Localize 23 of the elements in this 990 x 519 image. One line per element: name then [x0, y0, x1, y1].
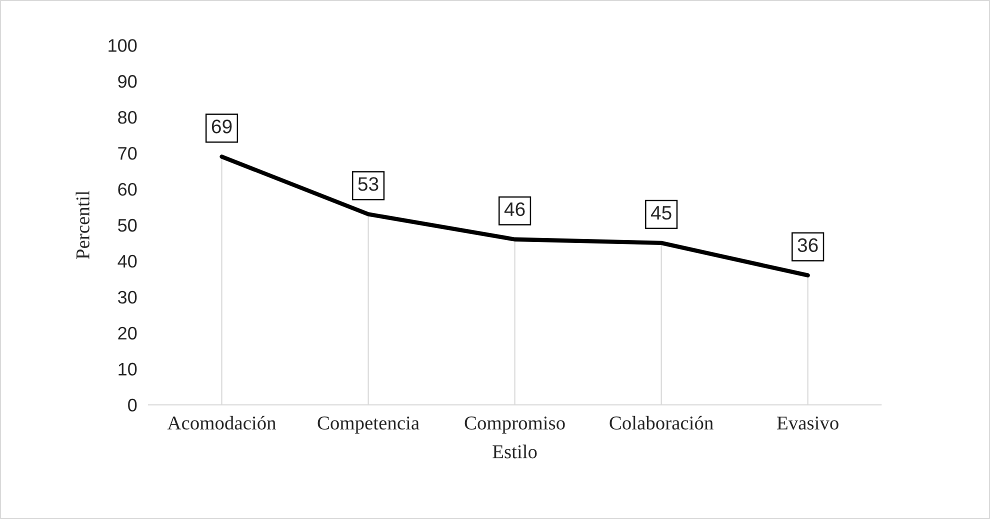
- y-tick-label: 50: [118, 218, 137, 232]
- x-axis-title: Estilo: [492, 444, 537, 458]
- x-tick-label: Evasivo: [777, 416, 838, 430]
- y-tick-label: 80: [118, 111, 137, 124]
- y-tick-label: 30: [118, 290, 137, 304]
- y-tick-label: 20: [118, 326, 137, 340]
- y-tick-label: 40: [118, 254, 137, 268]
- data-label: 45: [650, 206, 672, 220]
- y-tick-label: 10: [118, 362, 137, 376]
- data-label: 69: [212, 120, 232, 134]
- y-axis-title: Percentil: [76, 190, 90, 259]
- data-label: 53: [358, 177, 378, 191]
- y-tick-label: 0: [128, 398, 137, 412]
- x-tick-label: Acomodación: [167, 416, 276, 430]
- x-tick-label: Compromiso: [464, 416, 565, 434]
- y-tick-label: 60: [118, 182, 137, 196]
- data-label: 36: [798, 238, 818, 252]
- y-tick-label: 70: [118, 146, 137, 160]
- y-tick-label: 90: [118, 75, 137, 88]
- x-tick-label: Competencia: [318, 416, 420, 434]
- x-tick-label: Colaboración: [610, 416, 714, 430]
- data-label: 46: [504, 202, 525, 216]
- y-tick-label: 100: [108, 39, 137, 52]
